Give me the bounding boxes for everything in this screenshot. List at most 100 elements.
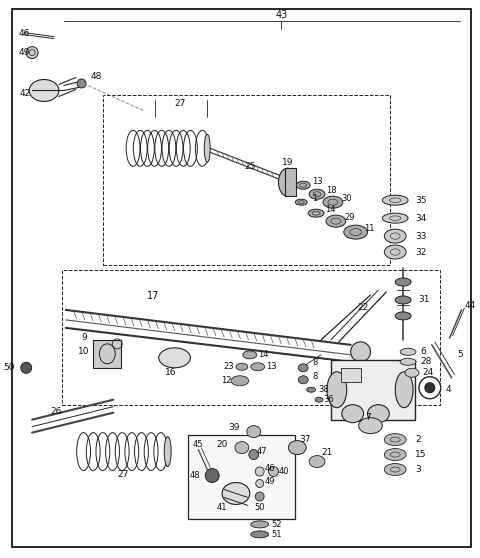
Ellipse shape: [159, 348, 191, 368]
Text: 13: 13: [265, 362, 276, 371]
Ellipse shape: [400, 358, 416, 365]
Text: 16: 16: [165, 368, 176, 377]
Ellipse shape: [296, 181, 310, 189]
Ellipse shape: [77, 79, 86, 88]
Ellipse shape: [278, 169, 296, 196]
Ellipse shape: [395, 372, 413, 408]
Ellipse shape: [425, 383, 435, 393]
Text: 52: 52: [271, 520, 282, 529]
Ellipse shape: [368, 405, 389, 422]
Ellipse shape: [222, 483, 250, 504]
Ellipse shape: [308, 209, 324, 217]
Ellipse shape: [383, 213, 408, 223]
Text: 10: 10: [78, 347, 90, 357]
Text: 41: 41: [217, 503, 228, 512]
Text: 50: 50: [254, 503, 265, 512]
Text: 38: 38: [319, 385, 329, 394]
Ellipse shape: [269, 466, 278, 477]
Ellipse shape: [205, 469, 219, 483]
Ellipse shape: [255, 492, 264, 501]
Text: 4: 4: [445, 385, 451, 394]
Ellipse shape: [326, 215, 346, 227]
Text: 49: 49: [18, 48, 30, 57]
Text: 34: 34: [415, 214, 426, 223]
Ellipse shape: [359, 417, 383, 434]
Ellipse shape: [251, 531, 269, 538]
Ellipse shape: [295, 199, 307, 205]
Bar: [62, 270, 440, 405]
Ellipse shape: [29, 79, 59, 102]
Ellipse shape: [395, 312, 411, 320]
Ellipse shape: [164, 436, 171, 466]
Ellipse shape: [395, 278, 411, 286]
Ellipse shape: [251, 363, 264, 371]
Text: 3: 3: [415, 465, 421, 474]
Ellipse shape: [26, 46, 38, 59]
Text: 8: 8: [312, 358, 318, 367]
Text: 22: 22: [357, 304, 368, 312]
Ellipse shape: [235, 441, 249, 454]
Text: 50: 50: [3, 363, 14, 372]
Text: 27: 27: [175, 99, 186, 108]
Text: 28: 28: [420, 357, 432, 366]
Text: 31: 31: [418, 295, 430, 305]
Text: 46: 46: [264, 464, 275, 473]
Text: 6: 6: [420, 347, 426, 357]
Ellipse shape: [298, 376, 308, 384]
Text: 39: 39: [228, 423, 240, 432]
Text: 15: 15: [415, 450, 427, 459]
Ellipse shape: [288, 441, 306, 455]
Text: 17: 17: [147, 291, 159, 301]
Text: 27: 27: [118, 470, 129, 479]
Ellipse shape: [251, 521, 269, 528]
Text: 21: 21: [321, 448, 332, 457]
Ellipse shape: [351, 342, 371, 362]
Ellipse shape: [247, 426, 261, 437]
Text: 33: 33: [415, 232, 427, 240]
Text: 11: 11: [364, 224, 375, 233]
Text: 30: 30: [341, 194, 352, 203]
Text: 9: 9: [82, 333, 87, 343]
Text: 23: 23: [223, 362, 234, 371]
Bar: [94, 340, 121, 368]
Text: 35: 35: [415, 196, 427, 205]
Text: 32: 32: [415, 248, 426, 257]
Text: 12: 12: [221, 376, 232, 385]
Ellipse shape: [249, 450, 259, 460]
Ellipse shape: [395, 296, 411, 304]
Ellipse shape: [231, 376, 249, 386]
Ellipse shape: [327, 372, 347, 408]
Bar: [103, 95, 390, 265]
Ellipse shape: [384, 434, 406, 446]
Ellipse shape: [309, 189, 325, 199]
Ellipse shape: [384, 464, 406, 475]
Text: 46: 46: [18, 29, 30, 38]
Text: 36: 36: [324, 395, 334, 404]
Ellipse shape: [307, 387, 315, 392]
Ellipse shape: [342, 405, 363, 422]
Bar: [331, 360, 415, 420]
Text: 42: 42: [19, 89, 31, 98]
Text: 14: 14: [324, 205, 335, 214]
Ellipse shape: [298, 364, 308, 372]
Text: 48: 48: [190, 471, 200, 480]
Text: 19: 19: [282, 158, 293, 167]
Ellipse shape: [255, 467, 264, 476]
Text: 25: 25: [244, 162, 255, 171]
Text: 26: 26: [50, 407, 61, 416]
Text: 44: 44: [465, 301, 476, 310]
Text: 48: 48: [91, 72, 102, 81]
Bar: [286, 169, 296, 196]
Ellipse shape: [256, 479, 264, 488]
Ellipse shape: [309, 455, 325, 468]
Ellipse shape: [315, 397, 323, 402]
Bar: [189, 435, 295, 519]
Text: 45: 45: [193, 440, 204, 449]
Text: 47: 47: [256, 447, 267, 456]
Text: 1: 1: [312, 194, 318, 203]
Text: 20: 20: [216, 440, 228, 449]
Text: 37: 37: [299, 435, 311, 444]
Text: 14: 14: [258, 350, 268, 359]
Text: 49: 49: [264, 477, 275, 486]
Ellipse shape: [384, 229, 406, 243]
